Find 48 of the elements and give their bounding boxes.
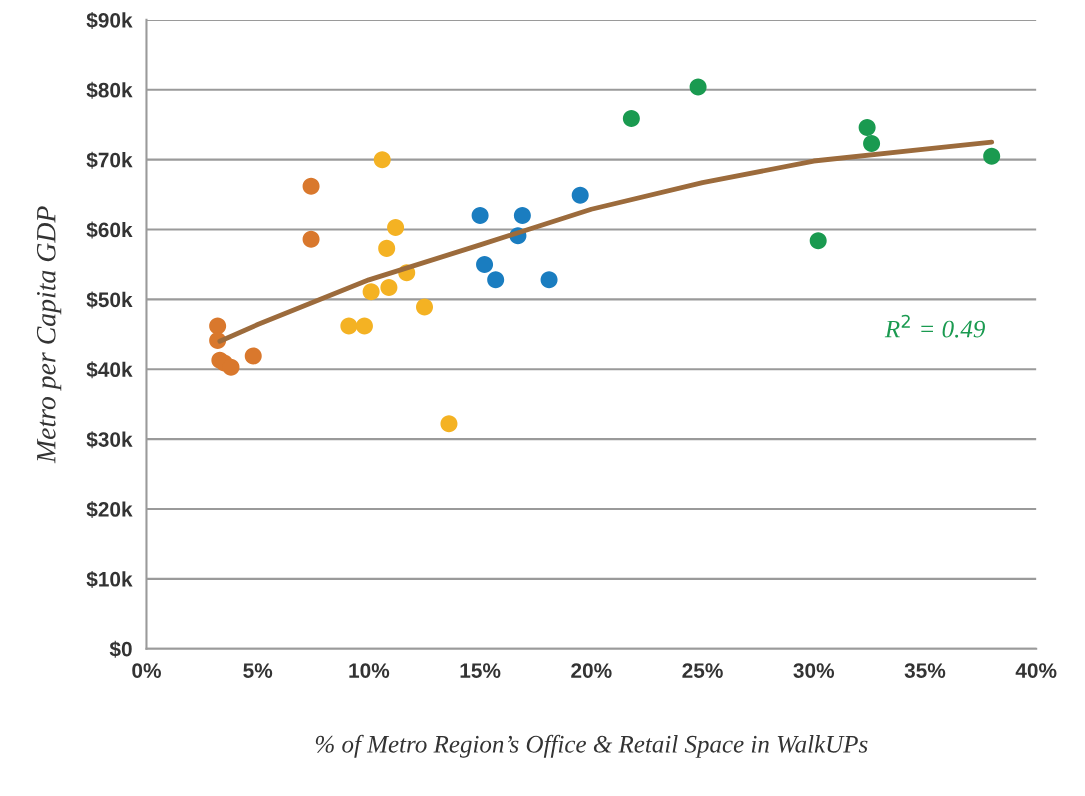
x-tick-label: 10% [349, 663, 390, 678]
point [487, 271, 505, 289]
point [983, 147, 1001, 165]
point [378, 239, 396, 257]
y-tick-label: $90k [86, 11, 133, 29]
y-tick-label: $80k [86, 81, 133, 99]
point [416, 298, 434, 316]
point [244, 347, 262, 365]
x-tick-label: 5% [243, 663, 273, 678]
x-tick-label: 15% [460, 663, 501, 678]
y-tick-label: $50k [86, 291, 133, 309]
point [513, 207, 531, 225]
y-tick-label: $10k [86, 570, 133, 588]
point [471, 207, 489, 225]
y-tick-label: $30k [86, 431, 133, 449]
y-tick-label: $0 [109, 640, 132, 658]
annotation: R$^{2}$ = 0.49 [884, 314, 985, 338]
y-tick-label: $60k [86, 221, 133, 239]
x-tick-label: 30% [793, 663, 835, 678]
point [571, 186, 589, 204]
point [540, 271, 558, 289]
x-tick-label: 35% [904, 663, 946, 678]
y-tick-label: $70k [86, 151, 133, 169]
point [440, 415, 458, 433]
x-axis-title: % of Metro Region’s Office & Retail Space in WalkUPs [315, 734, 868, 758]
point [302, 177, 320, 195]
y-tick-label: $20k [86, 501, 133, 519]
point [209, 317, 227, 335]
point [373, 151, 391, 169]
point [476, 255, 494, 273]
y-tick-label: $40k [86, 361, 133, 379]
point [622, 109, 640, 127]
point [858, 119, 876, 137]
x-tick-label: 40% [1015, 663, 1057, 678]
point [222, 358, 240, 376]
point [387, 218, 405, 236]
x-tick-label: 0% [132, 663, 161, 678]
x-tick-label: 20% [571, 663, 612, 678]
point [863, 135, 881, 153]
y-axis-title: Metro per Capita GDP [36, 206, 62, 464]
point [355, 317, 373, 335]
x-tick-label: 25% [682, 663, 723, 678]
point [809, 232, 827, 250]
point [302, 230, 320, 248]
point [340, 317, 358, 335]
point [362, 283, 380, 301]
point [380, 279, 398, 297]
point [689, 78, 707, 96]
